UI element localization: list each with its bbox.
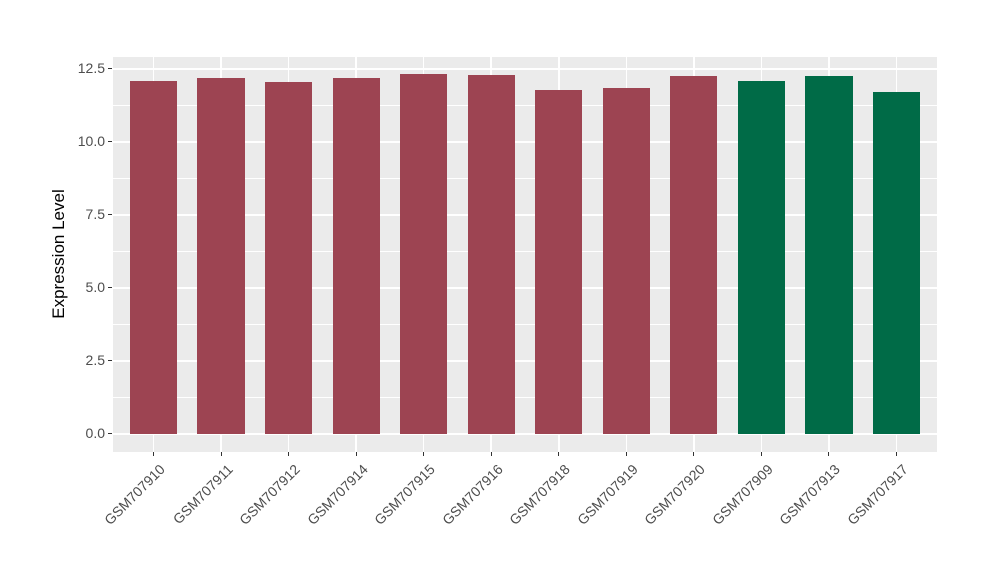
x-tick-label: GSM707914 xyxy=(303,461,371,528)
bar-GSM707912 xyxy=(264,82,313,434)
y-tick-label: 2.5 xyxy=(85,352,105,369)
x-tick-mark xyxy=(760,452,762,456)
x-tick-label: GSM707917 xyxy=(843,461,911,528)
x-tick-mark xyxy=(423,452,425,456)
y-tick-mark xyxy=(108,214,112,216)
x-tick-mark xyxy=(895,452,897,456)
y-tick-mark xyxy=(108,141,112,143)
bar-GSM707913 xyxy=(805,76,853,434)
bar-GSM707909 xyxy=(737,80,786,434)
x-tick-mark xyxy=(828,452,830,456)
y-tick-label: 10.0 xyxy=(77,133,105,150)
x-tick-label: GSM707919 xyxy=(573,461,641,528)
x-tick-label: GSM707918 xyxy=(506,461,574,528)
bar-GSM707910 xyxy=(129,80,178,434)
x-tick-label: GSM707915 xyxy=(371,461,439,528)
gridline-minor-y xyxy=(113,105,937,106)
x-tick-label: GSM707910 xyxy=(100,461,168,528)
gridline-major-y xyxy=(113,360,937,362)
x-tick-label: GSM707909 xyxy=(708,461,776,528)
x-tick-mark xyxy=(693,452,695,456)
x-tick-mark xyxy=(288,452,290,456)
x-tick-mark xyxy=(220,452,222,456)
x-tick-label: GSM707913 xyxy=(776,461,844,528)
bar-GSM707911 xyxy=(197,78,245,434)
x-tick-mark xyxy=(153,452,155,456)
gridline-minor-y xyxy=(113,178,937,179)
x-tick-label: GSM707911 xyxy=(169,461,236,528)
gridline-major-y xyxy=(113,214,937,216)
bar-GSM707914 xyxy=(332,78,380,434)
y-tick-mark xyxy=(108,360,112,362)
plot-panel xyxy=(113,57,937,452)
bar-GSM707920 xyxy=(670,75,718,434)
gridline-major-y xyxy=(113,68,937,70)
x-tick-mark xyxy=(625,452,627,456)
x-tick-label: GSM707912 xyxy=(236,461,303,528)
x-tick-mark xyxy=(490,452,492,456)
gridline-major-y xyxy=(113,287,937,289)
x-tick-label: GSM707920 xyxy=(641,461,709,528)
gridline-major-y xyxy=(113,433,937,435)
y-tick-label: 12.5 xyxy=(77,60,105,77)
x-tick-mark xyxy=(355,452,357,456)
gridline-minor-y xyxy=(113,397,937,398)
y-tick-label: 0.0 xyxy=(85,425,105,442)
y-tick-mark xyxy=(108,433,112,435)
bar-GSM707919 xyxy=(602,87,650,434)
gridline-major-y xyxy=(113,141,937,143)
gridline-minor-y xyxy=(113,324,937,325)
gridline-minor-y xyxy=(113,251,937,252)
y-tick-mark xyxy=(108,287,112,289)
bar-GSM707915 xyxy=(400,73,448,434)
y-tick-mark xyxy=(108,68,112,70)
x-tick-mark xyxy=(558,452,560,456)
y-tick-label: 5.0 xyxy=(85,279,105,296)
x-tick-label: GSM707916 xyxy=(438,461,506,528)
y-tick-label: 7.5 xyxy=(85,206,105,223)
bar-GSM707918 xyxy=(535,89,583,434)
bar-GSM707916 xyxy=(467,75,515,434)
bar-GSM707917 xyxy=(872,92,921,434)
